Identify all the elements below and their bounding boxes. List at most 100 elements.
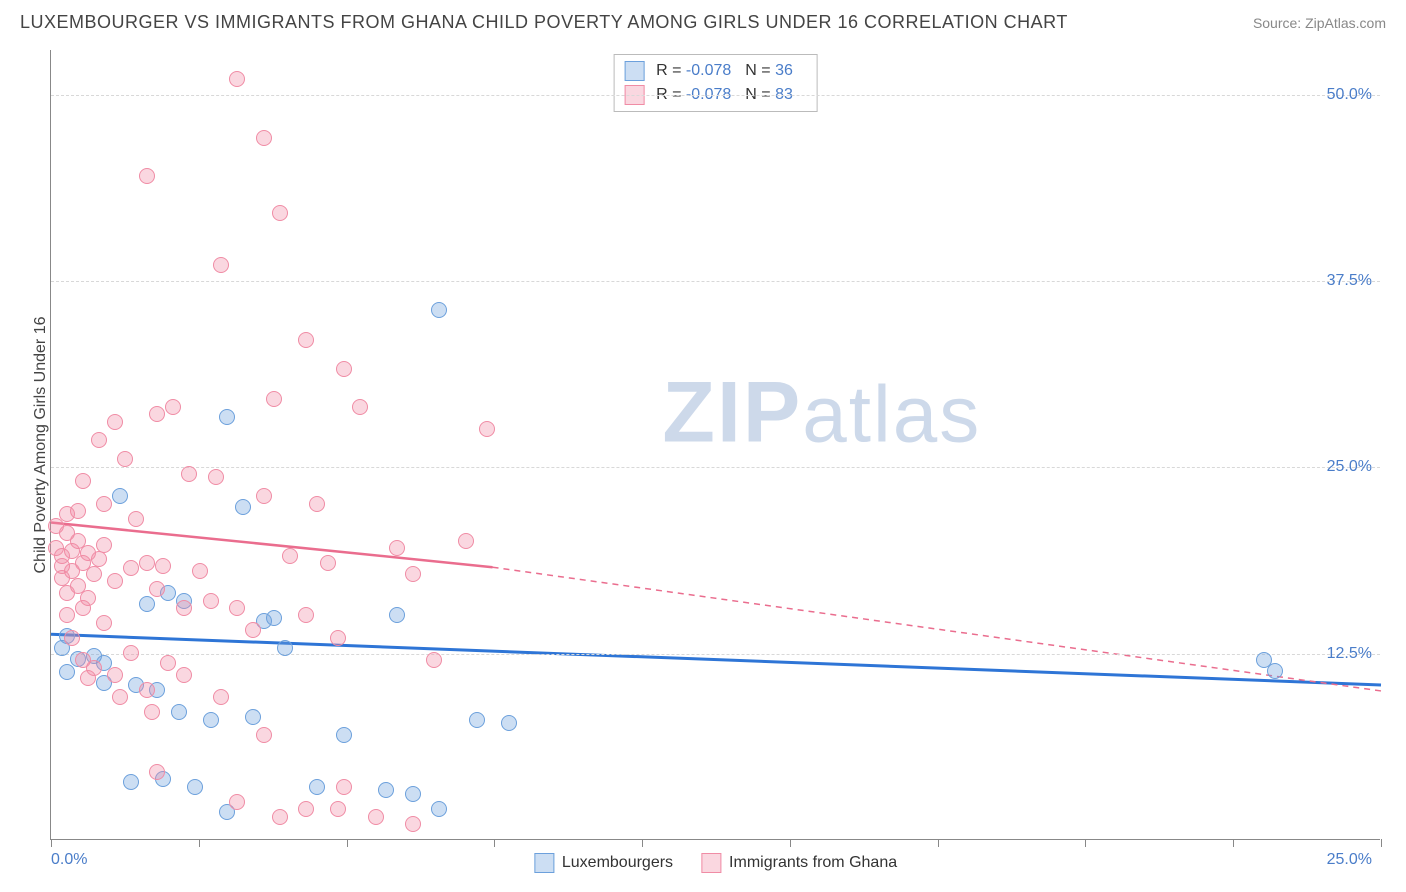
data-point — [469, 712, 485, 728]
data-point — [378, 782, 394, 798]
data-point — [272, 809, 288, 825]
data-point — [144, 704, 160, 720]
data-point — [368, 809, 384, 825]
legend-swatch-bottom-1 — [534, 853, 554, 873]
data-point — [91, 432, 107, 448]
correlation-legend-row-1: R = -0.078N = 36 — [624, 59, 807, 83]
data-point — [405, 816, 421, 832]
data-point — [245, 622, 261, 638]
data-point — [256, 727, 272, 743]
data-point — [123, 774, 139, 790]
data-point — [235, 499, 251, 515]
data-point — [70, 503, 86, 519]
data-point — [80, 590, 96, 606]
data-point — [59, 664, 75, 680]
data-point — [128, 511, 144, 527]
data-point — [107, 414, 123, 430]
data-point — [431, 302, 447, 318]
data-point — [320, 555, 336, 571]
data-point — [426, 652, 442, 668]
data-point — [277, 640, 293, 656]
legend-swatch-1 — [624, 61, 644, 81]
data-point — [176, 600, 192, 616]
data-point — [59, 607, 75, 623]
correlation-legend: R = -0.078N = 36 R = -0.078N = 83 — [613, 54, 818, 112]
data-point — [139, 555, 155, 571]
data-point — [266, 391, 282, 407]
data-point — [86, 660, 102, 676]
r-value-1: -0.078 — [686, 62, 731, 79]
data-point — [458, 533, 474, 549]
series-legend-item-1: Luxembourgers — [534, 853, 673, 873]
data-point — [431, 801, 447, 817]
data-point — [245, 709, 261, 725]
data-point — [298, 332, 314, 348]
chart-title: LUXEMBOURGER VS IMMIGRANTS FROM GHANA CH… — [20, 12, 1068, 33]
data-point — [309, 779, 325, 795]
data-point — [352, 399, 368, 415]
y-axis-label: Child Poverty Among Girls Under 16 — [32, 316, 50, 573]
data-point — [219, 409, 235, 425]
data-point — [298, 607, 314, 623]
data-point — [75, 473, 91, 489]
data-point — [256, 488, 272, 504]
series-legend: Luxembourgers Immigrants from Ghana — [534, 853, 897, 873]
series-name-1: Luxembourgers — [562, 854, 673, 872]
data-point — [272, 205, 288, 221]
data-point — [405, 566, 421, 582]
data-point — [479, 421, 495, 437]
data-point — [192, 563, 208, 579]
data-point — [309, 496, 325, 512]
data-point — [181, 466, 197, 482]
chart-header: LUXEMBOURGER VS IMMIGRANTS FROM GHANA CH… — [0, 0, 1406, 41]
data-point — [155, 558, 171, 574]
data-point — [96, 537, 112, 553]
data-point — [208, 469, 224, 485]
data-point — [165, 399, 181, 415]
data-point — [389, 540, 405, 556]
data-point — [96, 615, 112, 631]
data-point — [336, 727, 352, 743]
data-point — [112, 689, 128, 705]
data-point — [501, 715, 517, 731]
series-legend-item-2: Immigrants from Ghana — [701, 853, 897, 873]
data-point — [229, 794, 245, 810]
data-point — [139, 682, 155, 698]
data-point — [405, 786, 421, 802]
data-point — [213, 257, 229, 273]
data-point — [203, 712, 219, 728]
data-point — [86, 566, 102, 582]
data-point — [187, 779, 203, 795]
data-point — [330, 630, 346, 646]
data-point — [117, 451, 133, 467]
data-point — [107, 667, 123, 683]
data-point — [229, 71, 245, 87]
data-point — [1267, 663, 1283, 679]
data-point — [176, 667, 192, 683]
n-value-1: 36 — [775, 62, 793, 79]
data-point — [336, 361, 352, 377]
data-point — [213, 689, 229, 705]
data-point — [123, 560, 139, 576]
data-point — [256, 130, 272, 146]
data-point — [123, 645, 139, 661]
data-point — [266, 610, 282, 626]
chart-source: Source: ZipAtlas.com — [1253, 15, 1386, 31]
data-point — [139, 168, 155, 184]
chart-plot-area: Child Poverty Among Girls Under 16 ZIPat… — [50, 50, 1380, 840]
data-point — [203, 593, 219, 609]
data-point — [149, 764, 165, 780]
data-point — [96, 496, 112, 512]
data-point — [282, 548, 298, 564]
data-point — [336, 779, 352, 795]
legend-swatch-bottom-2 — [701, 853, 721, 873]
data-point — [112, 488, 128, 504]
series-name-2: Immigrants from Ghana — [729, 854, 897, 872]
data-point — [330, 801, 346, 817]
data-point — [389, 607, 405, 623]
data-point — [229, 600, 245, 616]
data-point — [107, 573, 123, 589]
data-point — [149, 581, 165, 597]
data-point — [149, 406, 165, 422]
data-point — [160, 655, 176, 671]
